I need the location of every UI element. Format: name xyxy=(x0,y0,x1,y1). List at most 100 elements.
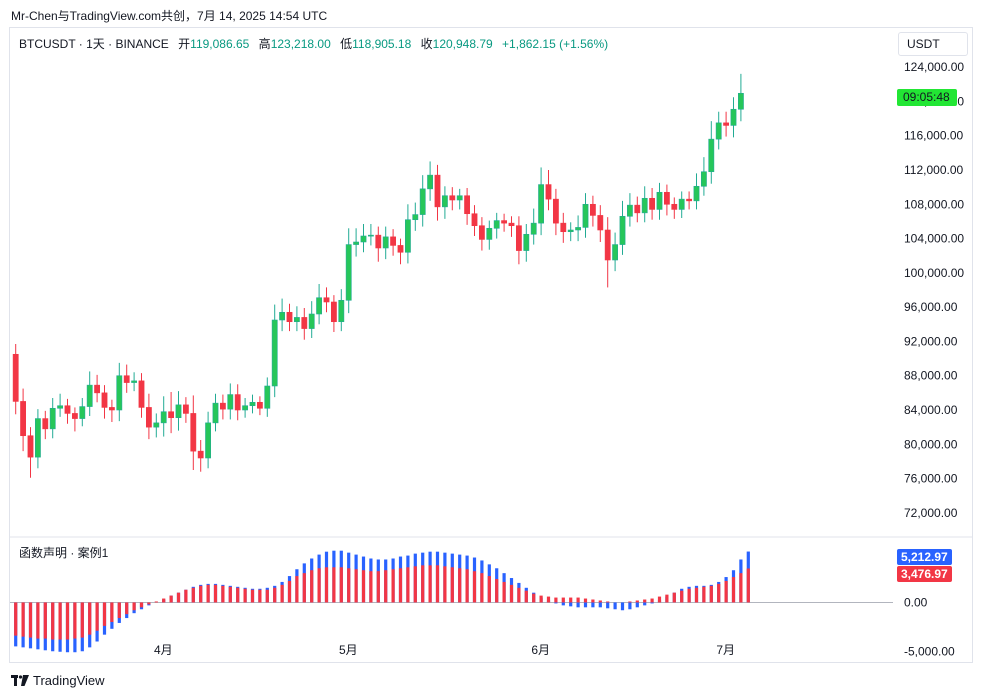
open-value: 119,086.65 xyxy=(190,37,250,51)
candle-body xyxy=(123,375,130,383)
indicator-bar-red xyxy=(302,573,306,603)
indicator-bar-red xyxy=(376,571,380,603)
candle-body xyxy=(589,203,596,216)
candle-body xyxy=(27,435,34,458)
candle-body xyxy=(42,418,49,430)
indicator-bar-red xyxy=(680,590,684,603)
indicator-bar-red xyxy=(495,579,499,603)
indicator-bar-red xyxy=(487,576,491,603)
candle-body xyxy=(412,214,419,221)
indicator-bar-red xyxy=(524,590,528,603)
candle-body xyxy=(360,235,367,243)
indicator-bar-red xyxy=(546,596,551,603)
low-label: 低 xyxy=(340,37,353,51)
indicator-bar-red xyxy=(554,597,558,603)
indicator-bar-red xyxy=(88,602,92,635)
close-label: 收 xyxy=(420,37,433,51)
time-axis-tick: 6月 xyxy=(531,643,550,657)
indicator-bar-red xyxy=(361,570,366,603)
tradingview-logo-icon xyxy=(11,674,29,687)
indicator-bar-red xyxy=(139,602,144,608)
indicator-bar-red xyxy=(443,566,447,603)
candle-body xyxy=(626,204,633,217)
indicator-bar-red xyxy=(458,568,462,603)
candle-body xyxy=(678,198,685,210)
indicator-bar-red xyxy=(176,592,181,603)
candle-body xyxy=(560,222,567,233)
candle-body xyxy=(330,301,337,323)
low-value: 118,905.18 xyxy=(352,37,412,51)
indicator-bar-red xyxy=(650,598,654,603)
indicator-blue-value: 5,212.97 xyxy=(897,549,952,565)
indicator-red-value: 3,476.97 xyxy=(897,566,952,582)
candle-body xyxy=(94,384,100,394)
candle-body xyxy=(700,171,707,187)
indicator-bar-red xyxy=(398,568,403,603)
candle-body xyxy=(72,413,78,419)
candle-body xyxy=(220,402,226,410)
indicator-bar-red xyxy=(21,602,25,637)
indicator-bar-blue xyxy=(576,602,580,608)
candle-body xyxy=(153,422,160,428)
indicator-bar-red xyxy=(199,585,203,603)
candle-body xyxy=(530,222,537,235)
indicator-bar-red xyxy=(406,567,410,603)
indicator-bar-red xyxy=(95,602,99,631)
indicator-title[interactable]: 函数声明 · 案例1 xyxy=(19,546,109,560)
candle-body xyxy=(634,204,641,214)
candle-body xyxy=(656,191,663,210)
indicator-bar-red xyxy=(65,602,70,640)
indicator-bar-red xyxy=(132,602,136,611)
candle-body xyxy=(256,401,263,409)
indicator-bar-red xyxy=(450,567,454,603)
indicator-bar-red xyxy=(724,580,728,603)
candle-body xyxy=(486,227,493,240)
price-axis-tick: 92,000.00 xyxy=(904,334,958,348)
indicator-bar-red xyxy=(517,587,521,603)
indicator-bar-red xyxy=(125,602,129,615)
indicator-bar-red xyxy=(739,573,743,603)
candle-body xyxy=(205,422,211,459)
indicator-bar-blue xyxy=(643,602,647,606)
open-label: 开 xyxy=(178,37,191,51)
indicator-bar-red xyxy=(206,584,210,603)
indicator-bar-red xyxy=(532,593,536,603)
candle-body xyxy=(286,311,293,323)
candle-body xyxy=(293,317,300,323)
candle-body xyxy=(212,402,219,424)
indicator-bar-red xyxy=(332,567,336,603)
indicator-bar-red xyxy=(576,597,580,603)
candle-body xyxy=(493,220,500,229)
indicator-bar-red xyxy=(339,567,343,603)
candle-body xyxy=(523,233,530,251)
ohlc-legend: BTCUSDT · 1天 · BINANCE 开119,086.65 高123,… xyxy=(19,35,608,52)
indicator-bar-red xyxy=(657,596,662,603)
candle-body xyxy=(382,236,389,249)
time-axis-tick: 4月 xyxy=(154,643,173,657)
symbol-label[interactable]: BTCUSDT · 1天 · BINANCE xyxy=(19,37,169,51)
indicator-bar-blue xyxy=(598,602,602,608)
candle-body xyxy=(582,203,589,228)
time-axis-tick: 5月 xyxy=(339,643,358,657)
price-axis-tick: 108,000.00 xyxy=(904,197,964,211)
currency-button[interactable]: USDT xyxy=(898,32,968,56)
indicator-bar-blue xyxy=(554,602,558,604)
candle-body xyxy=(427,174,433,190)
candle-body xyxy=(12,353,19,402)
candle-body xyxy=(249,401,256,407)
candle-body xyxy=(478,225,485,240)
price-axis-tick: 72,000.00 xyxy=(904,506,958,520)
indicator-bar-red xyxy=(628,601,632,603)
indicator-bar-red xyxy=(154,601,158,603)
candle-body xyxy=(501,220,507,224)
indicator-bar-red xyxy=(221,585,225,603)
candle-body xyxy=(227,394,234,410)
candle-body xyxy=(471,213,478,227)
close-value: 120,948.79 xyxy=(432,37,493,51)
candle-body xyxy=(508,222,515,227)
footer[interactable]: TradingView xyxy=(11,673,105,688)
indicator-bar-red xyxy=(295,576,299,603)
indicator-bar-blue xyxy=(613,602,617,610)
candle-body xyxy=(545,184,552,200)
